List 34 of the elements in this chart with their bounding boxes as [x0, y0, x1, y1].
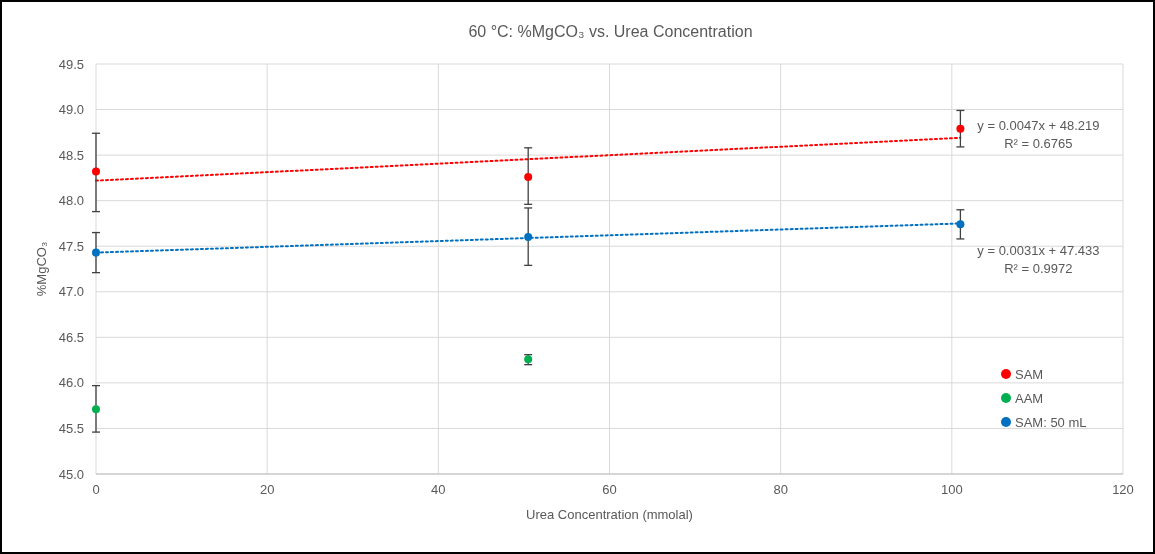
chart-title: 60 °C: %MgCO₃ vs. Urea Concentration — [468, 23, 753, 40]
x-tick-label: 0 — [92, 482, 100, 497]
y-axis-title: %MgCO₃ — [34, 241, 49, 297]
annotation: y = 0.0047x + 48.219 — [977, 117, 1100, 133]
annotation: R² = 0.9972 — [1004, 261, 1073, 277]
point — [956, 124, 965, 133]
annotation: R² = 0.6765 — [1004, 135, 1073, 151]
point — [92, 248, 100, 257]
point — [956, 220, 965, 229]
legend-label: SAM: 50 mL — [1015, 415, 1087, 430]
x-tick-label: 100 — [940, 482, 963, 497]
y-tick-label: 45.0 — [58, 466, 84, 482]
legend-label: SAM — [1015, 367, 1044, 382]
x-tick-label: 20 — [259, 482, 275, 497]
point — [92, 405, 100, 414]
x-tick-label: 40 — [431, 482, 446, 497]
point — [524, 233, 533, 242]
y-tick-label: 47.5 — [58, 238, 84, 254]
y-tick-label: 46.5 — [58, 329, 84, 345]
y-tick-label: 48.0 — [58, 193, 84, 209]
legend-label: AAM — [1015, 391, 1044, 406]
y-tick-label: 47.0 — [58, 284, 84, 300]
x-tick-label: 60 — [602, 482, 617, 497]
x-tick-label: 120 — [1112, 482, 1134, 497]
y-tick-label: 48.5 — [58, 147, 84, 163]
x-axis-title: Urea Concentration (mmolal) — [526, 507, 693, 522]
y-tick-label: 46.0 — [58, 375, 84, 391]
x-tick-label: 80 — [773, 482, 788, 497]
y-tick-label: 49.5 — [58, 56, 84, 72]
annotation: y = 0.0031x + 47.433 — [977, 243, 1100, 259]
point — [524, 172, 533, 181]
point — [92, 167, 100, 176]
y-tick-label: 49.0 — [58, 102, 84, 118]
y-tick-label: 45.5 — [58, 420, 84, 436]
